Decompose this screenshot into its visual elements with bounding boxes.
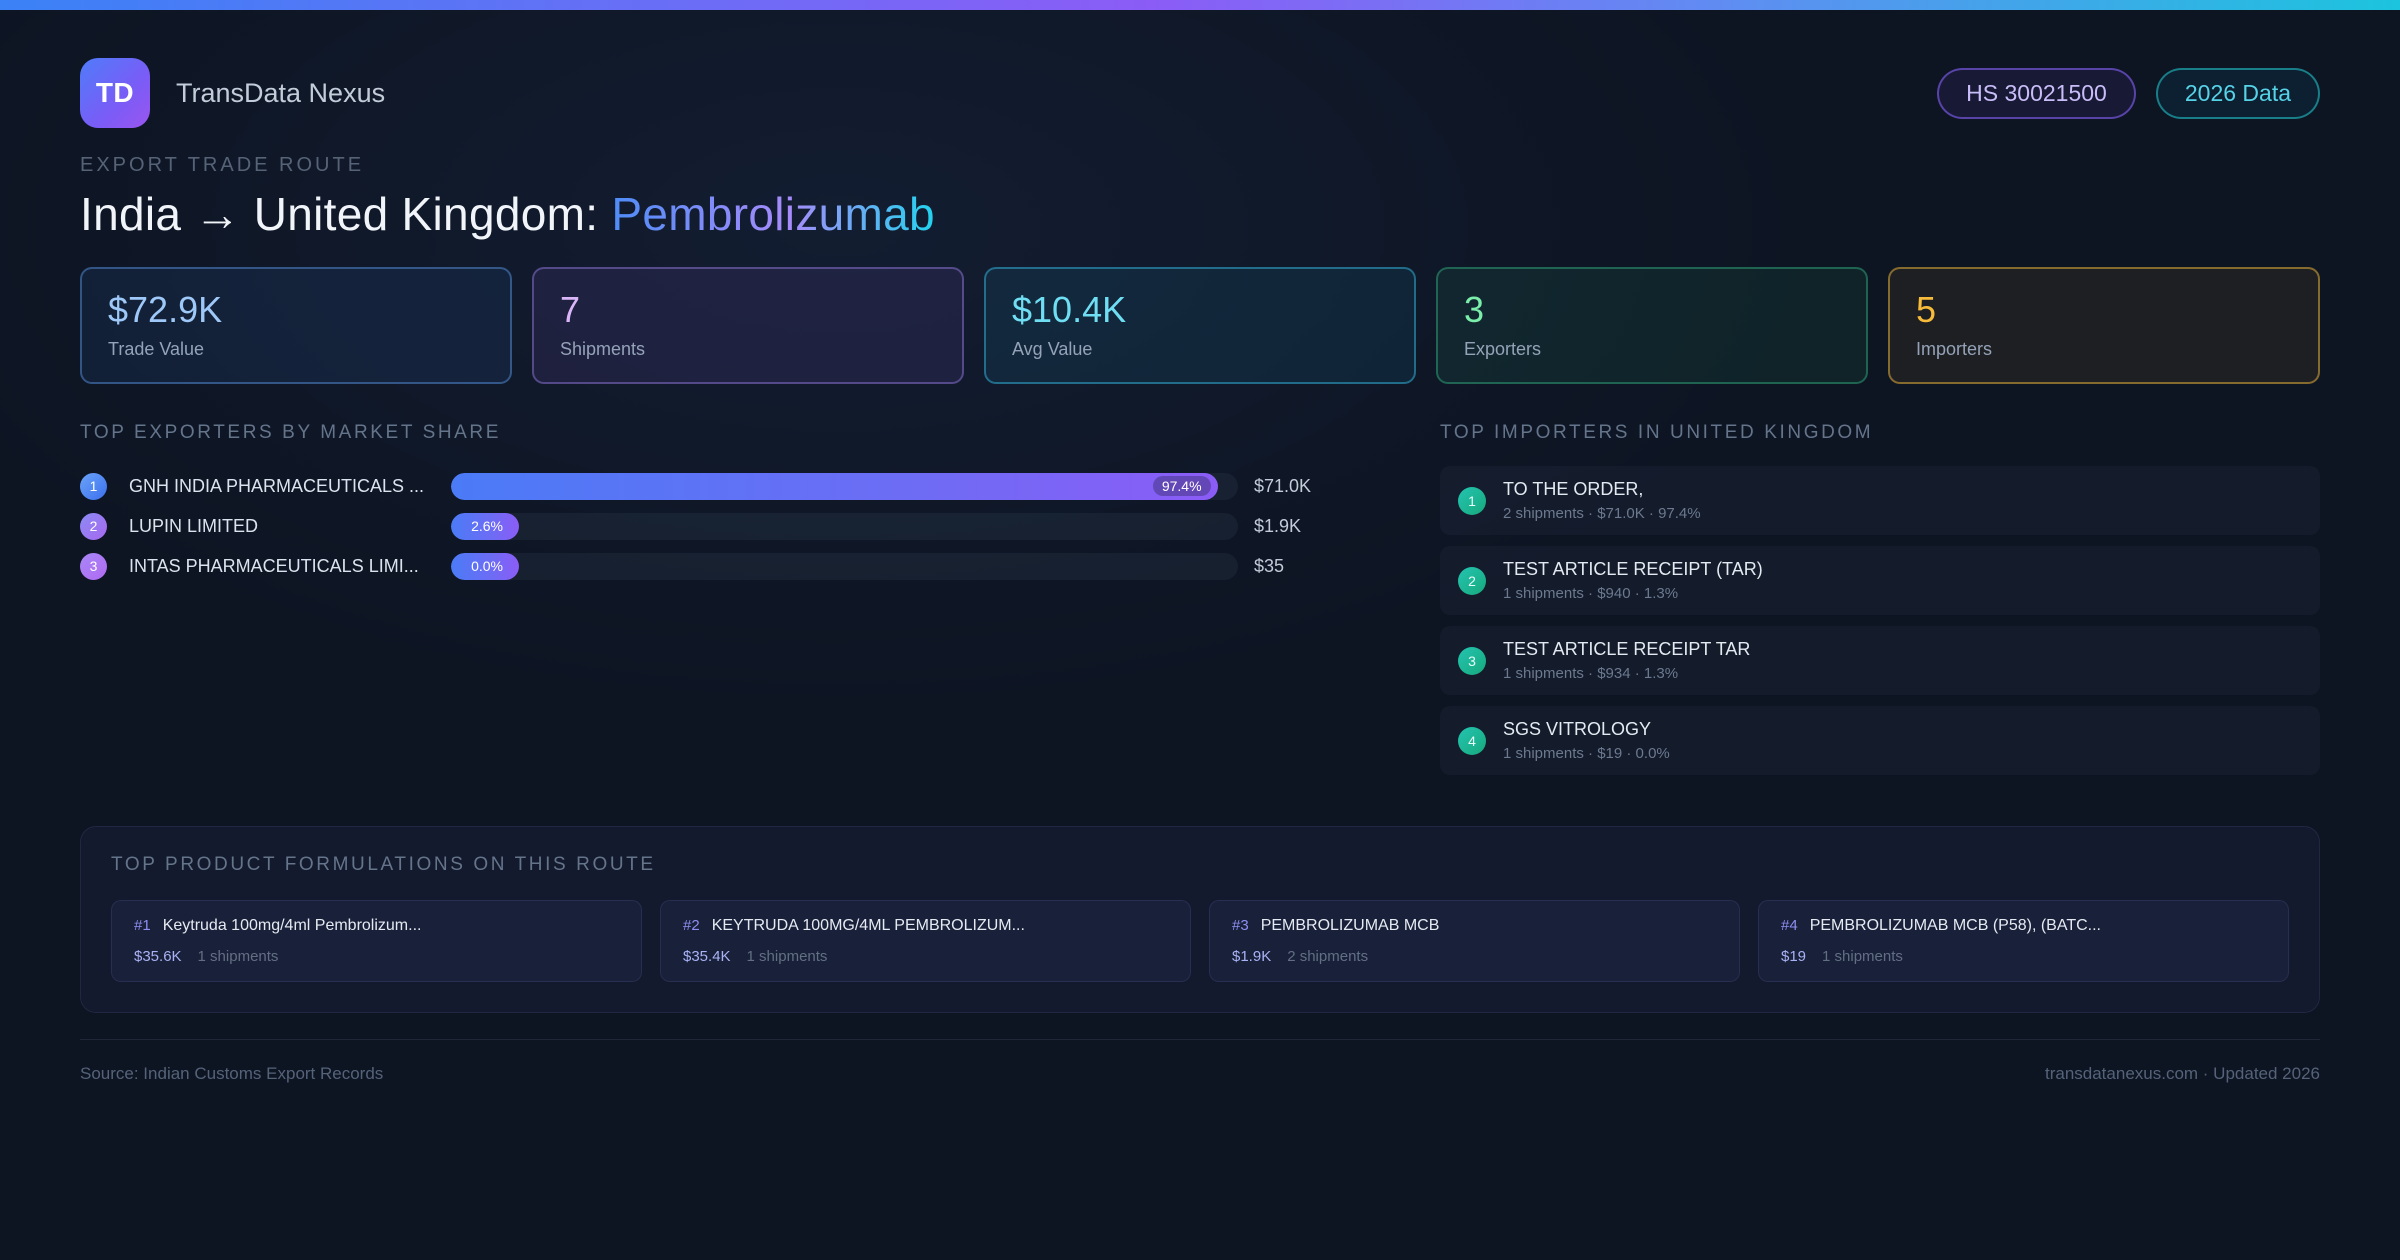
stat-value: $10.4K bbox=[1012, 289, 1127, 330]
stat-card-trade-value: $72.9K Trade Value bbox=[80, 267, 512, 384]
importer-meta: 1 shipments · $940 · 1.3% bbox=[1503, 585, 1679, 602]
exporter-value: $1.9K bbox=[1254, 515, 1302, 536]
brand-logo-icon[interactable]: TD bbox=[80, 58, 150, 128]
rank-badge: 2 bbox=[80, 512, 107, 540]
product-card[interactable]: #1 Keytruda 100mg/4ml Pembrolizum... $35… bbox=[111, 900, 642, 982]
exporters-section: TOP EXPORTERS BY MARKET SHARE 1 GNH INDI… bbox=[80, 422, 1330, 786]
importer-item[interactable]: 4 SGS VITROLOGY 1 shipments · $19 · 0.0% bbox=[1440, 706, 2320, 775]
stat-card-importers: 5 Importers bbox=[1888, 267, 2320, 384]
exporter-name: INTAS PHARMACEUTICALS LIMI... bbox=[129, 555, 419, 576]
stat-value: 3 bbox=[1464, 289, 1485, 330]
product-shipments: 1 shipments bbox=[197, 948, 279, 965]
brand[interactable]: TD TransData Nexus bbox=[80, 58, 385, 128]
market-share-bar-track: 97.4% bbox=[451, 472, 1238, 500]
product-value: $35.6K bbox=[134, 948, 182, 965]
product-value: $35.4K bbox=[683, 948, 731, 965]
header-chips: HS 30021500 2026 Data bbox=[1937, 67, 2320, 119]
market-share-percent: 2.6% bbox=[471, 518, 503, 534]
product-card[interactable]: #2 KEYTRUDA 100MG/4ML PEMBROLIZUM... $35… bbox=[660, 900, 1191, 982]
route-title: India → United Kingdom: bbox=[80, 188, 612, 240]
rank-badge: 3 bbox=[1458, 646, 1486, 675]
rank-badge: 3 bbox=[80, 552, 107, 580]
stat-card-avg-value: $10.4K Avg Value bbox=[984, 267, 1416, 384]
product-shipments: 1 shipments bbox=[1822, 948, 1903, 965]
importer-meta: 2 shipments · $71.0K · 97.4% bbox=[1503, 505, 1701, 522]
stat-label: Importers bbox=[1916, 339, 1993, 359]
product-rank: #2 bbox=[683, 917, 700, 934]
importer-item[interactable]: 1 TO THE ORDER, 2 shipments · $71.0K · 9… bbox=[1440, 466, 2320, 535]
product-rank: #3 bbox=[1232, 917, 1249, 934]
product-rank: #4 bbox=[1781, 917, 1798, 934]
exporters-section-title: TOP EXPORTERS BY MARKET SHARE bbox=[80, 422, 502, 443]
rank-badge: 1 bbox=[80, 472, 107, 500]
stat-card-exporters: 3 Exporters bbox=[1436, 267, 1868, 384]
stat-card-shipments: 7 Shipments bbox=[532, 267, 964, 384]
product-shipments: 2 shipments bbox=[1287, 948, 1369, 965]
product-rank: #1 bbox=[134, 917, 151, 934]
exporter-value: $35 bbox=[1254, 555, 1285, 576]
rank-badge: 2 bbox=[1458, 566, 1486, 595]
exporter-row[interactable]: 2 LUPIN LIMITED 2.6% $1.9K bbox=[80, 506, 1330, 546]
market-share-bar-fill: 0.0% bbox=[451, 552, 519, 580]
importer-name: SGS VITROLOGY bbox=[1503, 719, 1652, 739]
product-card[interactable]: #3 PEMBROLIZUMAB MCB $1.9K 2 shipments bbox=[1209, 900, 1740, 982]
product-name: KEYTRUDA 100MG/4ML PEMBROLIZUM... bbox=[711, 917, 1025, 934]
product-name: PEMBROLIZUMAB MCB bbox=[1260, 917, 1440, 934]
market-share-bar-track: 0.0% bbox=[451, 552, 1238, 580]
product-value: $19 bbox=[1781, 948, 1807, 965]
products-section-title: TOP PRODUCT FORMULATIONS ON THIS ROUTE bbox=[111, 854, 656, 875]
product-value: $1.9K bbox=[1232, 948, 1272, 965]
stat-label: Trade Value bbox=[108, 339, 205, 359]
accent-gradient-strip bbox=[0, 0, 2400, 10]
product-shipments: 1 shipments bbox=[746, 948, 828, 965]
main-columns: TOP EXPORTERS BY MARKET SHARE 1 GNH INDI… bbox=[80, 422, 2320, 786]
header: TD TransData Nexus HS 30021500 2026 Data bbox=[80, 58, 2320, 128]
stat-label: Shipments bbox=[560, 339, 646, 359]
exporter-value: $71.0K bbox=[1254, 475, 1312, 496]
importer-name: TEST ARTICLE RECEIPT (TAR) bbox=[1503, 559, 1763, 579]
page-eyebrow: EXPORT TRADE ROUTE bbox=[80, 154, 365, 176]
product-cards: #1 Keytruda 100mg/4ml Pembrolizum... $35… bbox=[111, 900, 2289, 982]
stat-value: $72.9K bbox=[108, 289, 223, 330]
footer-source: Source: Indian Customs Export Records bbox=[80, 1064, 384, 1083]
market-share-percent: 0.0% bbox=[471, 558, 503, 574]
products-panel: TOP PRODUCT FORMULATIONS ON THIS ROUTE #… bbox=[80, 826, 2320, 1013]
stat-cards: $72.9K Trade Value 7 Shipments $10.4K Av… bbox=[80, 267, 2320, 384]
importers-section-title: TOP IMPORTERS IN UNITED KINGDOM bbox=[1440, 422, 1874, 443]
exporter-name: LUPIN LIMITED bbox=[129, 515, 259, 536]
importer-item[interactable]: 3 TEST ARTICLE RECEIPT TAR 1 shipments ·… bbox=[1440, 626, 2320, 695]
market-share-bar-fill: 2.6% bbox=[451, 512, 519, 540]
stat-label: Avg Value bbox=[1012, 339, 1093, 359]
product-name: PEMBROLIZUMAB MCB (P58), (BATC... bbox=[1809, 917, 2101, 934]
dashboard-page: TD TransData Nexus HS 30021500 2026 Data… bbox=[0, 58, 2400, 1084]
importer-meta: 1 shipments · $19 · 0.0% bbox=[1503, 745, 1670, 762]
importer-name: TEST ARTICLE RECEIPT TAR bbox=[1503, 639, 1751, 659]
stat-label: Exporters bbox=[1464, 339, 1542, 359]
brand-name: TransData Nexus bbox=[176, 77, 386, 108]
importers-section: TOP IMPORTERS IN UNITED KINGDOM 1 TO THE… bbox=[1440, 422, 2320, 786]
stat-value: 5 bbox=[1916, 289, 1937, 330]
year-chip[interactable]: 2026 Data bbox=[2155, 67, 2320, 119]
hs-code-chip[interactable]: HS 30021500 bbox=[1937, 67, 2136, 119]
importer-item[interactable]: 2 TEST ARTICLE RECEIPT (TAR) 1 shipments… bbox=[1440, 546, 2320, 615]
market-share-percent: 97.4% bbox=[1152, 476, 1211, 496]
market-share-bar-track: 2.6% bbox=[451, 512, 1238, 540]
page-title: India → United Kingdom: Pembrolizumab bbox=[80, 187, 2320, 241]
importer-meta: 1 shipments · $934 · 1.3% bbox=[1503, 665, 1679, 682]
rank-badge: 4 bbox=[1458, 726, 1486, 755]
footer-site: transdatanexus.com · Updated 2026 bbox=[2044, 1064, 2320, 1083]
stat-value: 7 bbox=[560, 289, 581, 330]
product-title: Pembrolizumab bbox=[611, 188, 935, 240]
rank-badge: 1 bbox=[1458, 486, 1486, 515]
exporter-name: GNH INDIA PHARMACEUTICALS ... bbox=[129, 475, 425, 496]
product-name: Keytruda 100mg/4ml Pembrolizum... bbox=[162, 917, 422, 934]
exporter-row[interactable]: 3 INTAS PHARMACEUTICALS LIMI... 0.0% $35 bbox=[80, 546, 1330, 586]
market-share-bar-fill: 97.4% bbox=[451, 472, 1218, 500]
footer: Source: Indian Customs Export Records tr… bbox=[80, 1039, 2320, 1084]
importer-name: TO THE ORDER, bbox=[1503, 479, 1644, 499]
product-card[interactable]: #4 PEMBROLIZUMAB MCB (P58), (BATC... $19… bbox=[1758, 900, 2289, 982]
exporter-row[interactable]: 1 GNH INDIA PHARMACEUTICALS ... 97.4% $7… bbox=[80, 466, 1330, 506]
